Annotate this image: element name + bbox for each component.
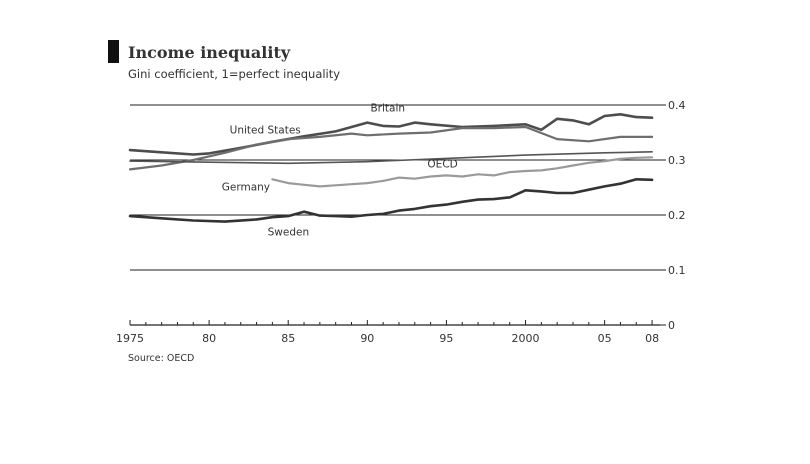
series-label-britain: Britain (370, 103, 405, 115)
y-tick-label: 0.1 (668, 264, 686, 277)
series-label-united-states: United States (230, 125, 301, 137)
x-tick-label: 85 (281, 332, 295, 345)
series-line-oecd (129, 151, 653, 165)
y-tick-label: 0 (668, 319, 675, 332)
source-note: Source: OECD (128, 353, 194, 364)
title-marker (108, 40, 119, 63)
gridlines (130, 104, 660, 326)
series-line-britain (128, 113, 654, 156)
series-line-germany (271, 156, 654, 188)
series-line-sweden (128, 178, 654, 223)
x-tick-label: 05 (598, 332, 612, 345)
chart-title: Income inequality (128, 43, 291, 62)
series-labels: Britain United States OECD Germany Sweden (222, 103, 458, 239)
x-tick-label: 2000 (512, 332, 540, 345)
series-label-germany: Germany (222, 181, 270, 193)
x-tick-label: 80 (202, 332, 216, 345)
x-tick-label: 08 (645, 332, 659, 345)
x-tick-label: 95 (439, 332, 453, 345)
y-tick-label: 0.4 (668, 99, 686, 112)
y-axis: 0 0.1 0.2 0.3 0.4 (660, 99, 686, 332)
y-tick-label: 0.2 (668, 209, 686, 222)
x-axis: 1975 80 85 90 95 2000 05 08 (116, 320, 659, 345)
chart-subtitle: Gini coefficient, 1=perfect inequality (128, 67, 340, 81)
y-tick-label: 0.3 (668, 154, 686, 167)
series-label-oecd: OECD (427, 159, 457, 171)
x-tick-label: 90 (360, 332, 374, 345)
x-tick-label: 1975 (116, 332, 144, 345)
series-line-united-states (128, 125, 654, 171)
series-label-sweden: Sweden (268, 226, 310, 238)
plot-area (128, 113, 654, 223)
